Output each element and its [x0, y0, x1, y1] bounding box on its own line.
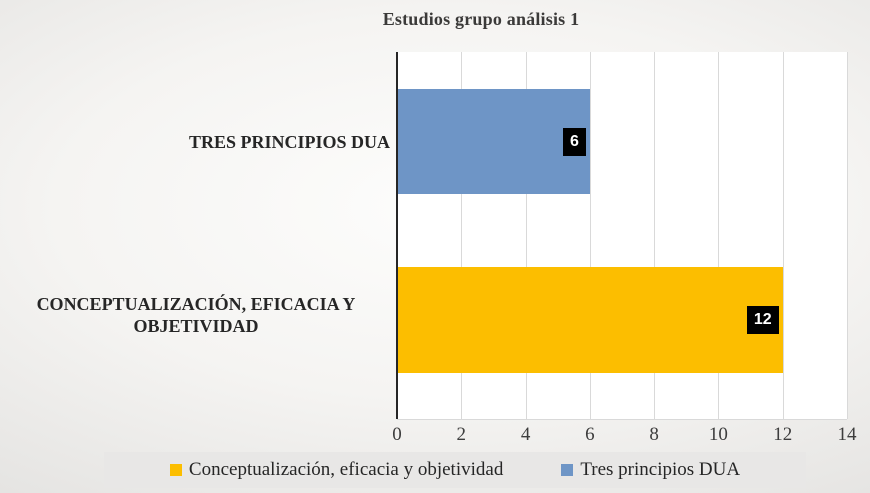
- gridline: [654, 52, 656, 419]
- legend-item-conceptualizacion: Conceptualización, eficacia y objetivida…: [169, 459, 504, 481]
- legend-label: Conceptualización, eficacia y objetivida…: [188, 459, 504, 480]
- x-axis-tick-label: 4: [520, 424, 531, 445]
- legend-swatch-blue: [561, 464, 574, 476]
- x-axis-tick-label: 0: [392, 424, 402, 445]
- gridline: [525, 52, 527, 419]
- gridline: [718, 52, 720, 419]
- chart-title: Estudios grupo análisis 1: [382, 9, 580, 29]
- plot-area: 6 12: [396, 52, 848, 420]
- y-axis-line: [396, 52, 398, 419]
- x-axis-tick-label: 12: [773, 424, 793, 445]
- legend-label: Tres principios DUA: [580, 459, 741, 480]
- x-axis-tick-label: 10: [708, 424, 728, 445]
- bar-tres-principios-dua: 6: [397, 89, 590, 194]
- chart-legend: Conceptualización, eficacia y objetivida…: [104, 452, 806, 488]
- legend-item-tres-principios: Tres principios DUA: [561, 459, 740, 481]
- x-axis-tick-label: 8: [649, 424, 659, 445]
- gridline: [782, 52, 784, 419]
- category-label-conceptualizacion: CONCEPTUALIZACIÓN, EFICACIA Y OBJETIVIDA…: [0, 294, 392, 338]
- x-axis-tick-label: 2: [456, 424, 467, 445]
- data-label-box: 6: [562, 127, 586, 156]
- data-label-box: 12: [746, 306, 779, 334]
- x-axis: 0 2 4 6 8 10 12 14: [392, 424, 856, 448]
- legend-swatch-yellow: [169, 464, 182, 476]
- x-axis-tick-label: 14: [837, 424, 857, 445]
- category-label-line: CONCEPTUALIZACIÓN, EFICACIA Y: [36, 294, 356, 314]
- gridline: [589, 52, 591, 419]
- bar-conceptualizacion-eficacia-objetividad: 12: [397, 267, 783, 373]
- category-label-line: TRES PRINCIPIOS DUA: [188, 132, 390, 152]
- category-label-line: OBJETIVIDAD: [133, 315, 259, 336]
- gridline: [461, 52, 463, 419]
- gridline: [847, 52, 848, 419]
- category-label-tres-principios-dua: TRES PRINCIPIOS DUA: [0, 132, 390, 154]
- x-axis-tick-label: 6: [585, 424, 595, 445]
